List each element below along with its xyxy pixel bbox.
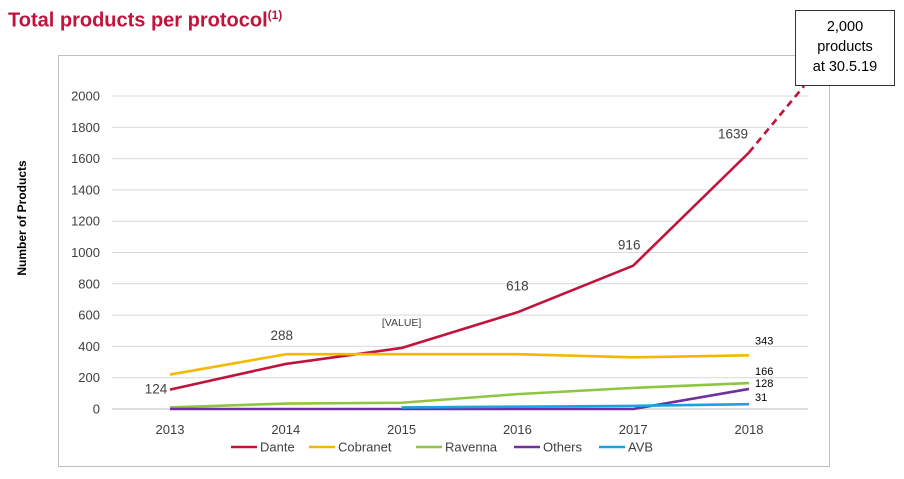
y-tick-label-1600: 1600 bbox=[71, 151, 100, 166]
series-line-ravenna bbox=[169, 381, 750, 409]
y-tick-label-800: 800 bbox=[78, 276, 100, 291]
y-tick-label-600: 600 bbox=[78, 308, 100, 323]
y-tick-label-1200: 1200 bbox=[71, 214, 100, 229]
data-label-ravenna-2018: 166 bbox=[755, 366, 773, 378]
chart-title: Total products per protocol(1) bbox=[8, 8, 282, 33]
data-label-others-2018: 128 bbox=[755, 378, 773, 390]
projection-callout: 2,000 products at 30.5.19 bbox=[795, 10, 895, 86]
x-tick-label-2016: 2016 bbox=[503, 422, 532, 437]
data-label-dante-2016: 618 bbox=[506, 278, 529, 293]
projection-line-dante bbox=[747, 85, 806, 154]
chart-frame bbox=[58, 55, 830, 467]
title-footnote-marker: (1) bbox=[267, 8, 283, 22]
data-label-dante-2015: [VALUE] bbox=[382, 317, 422, 329]
series-line-dante bbox=[169, 151, 750, 391]
callout-line-1: 2,000 bbox=[826, 19, 864, 35]
data-label-avb-2018: 31 bbox=[755, 392, 767, 404]
legend-label-ravenna: Ravenna bbox=[445, 440, 498, 455]
callout-line-3: at 30.5.19 bbox=[812, 59, 878, 75]
legend-label-avb: AVB bbox=[628, 440, 653, 455]
series-line-avb bbox=[401, 402, 750, 409]
x-tick-label-2013: 2013 bbox=[156, 422, 185, 437]
legend-label-cobranet: Cobranet bbox=[338, 440, 392, 455]
series-line-cobranet bbox=[169, 352, 750, 376]
x-tick-label-2014: 2014 bbox=[271, 422, 300, 437]
y-tick-label-2000: 2000 bbox=[71, 89, 100, 104]
data-label-dante-2018: 1639 bbox=[718, 126, 748, 141]
y-tick-label-0: 0 bbox=[93, 402, 100, 417]
y-tick-label-1000: 1000 bbox=[71, 245, 100, 260]
legend-label-dante: Dante bbox=[260, 440, 295, 455]
y-tick-label-1800: 1800 bbox=[71, 120, 100, 135]
chart-title-text: Total products per protocol bbox=[8, 9, 268, 32]
data-label-dante-2013: 124 bbox=[145, 382, 168, 397]
data-label-dante-2014: 288 bbox=[271, 328, 294, 343]
callout-line-2: products bbox=[817, 39, 873, 55]
y-tick-label-1400: 1400 bbox=[71, 182, 100, 197]
x-tick-label-2018: 2018 bbox=[735, 422, 764, 437]
x-tick-label-2017: 2017 bbox=[619, 422, 648, 437]
data-label-cobranet-2018: 343 bbox=[755, 335, 773, 347]
data-label-dante-2017: 916 bbox=[618, 238, 641, 253]
y-tick-label-200: 200 bbox=[78, 370, 100, 385]
legend-label-others: Others bbox=[543, 440, 583, 455]
y-tick-label-400: 400 bbox=[78, 339, 100, 354]
x-tick-label-2015: 2015 bbox=[387, 422, 416, 437]
